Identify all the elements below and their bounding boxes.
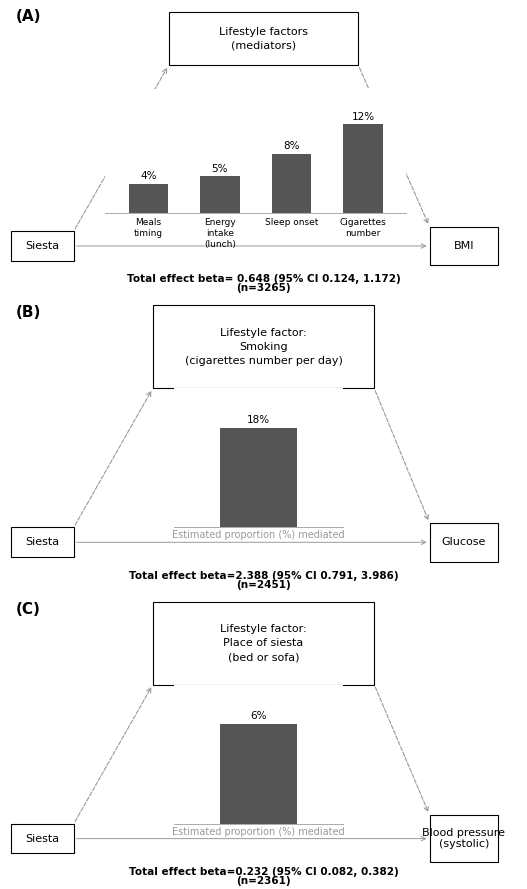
Bar [272, 154, 311, 213]
FancyBboxPatch shape [430, 523, 498, 562]
Text: (n=3265): (n=3265) [236, 284, 291, 293]
Text: 5%: 5% [211, 164, 228, 173]
Text: Lifestyle factor:
Smoking
(cigarettes number per day): Lifestyle factor: Smoking (cigarettes nu… [184, 328, 343, 365]
Text: 4%: 4% [140, 171, 157, 181]
Text: 18%: 18% [247, 415, 270, 425]
FancyBboxPatch shape [11, 824, 74, 853]
Text: Siesta: Siesta [25, 537, 59, 548]
Text: (n=2451): (n=2451) [236, 580, 291, 589]
Bar [200, 176, 239, 213]
FancyBboxPatch shape [430, 227, 498, 265]
Text: Glucose: Glucose [442, 537, 486, 548]
Text: Siesta: Siesta [25, 834, 59, 844]
Bar [220, 428, 297, 527]
FancyBboxPatch shape [430, 815, 498, 862]
Text: (B): (B) [16, 305, 41, 320]
Text: Siesta: Siesta [25, 241, 59, 251]
FancyBboxPatch shape [11, 527, 74, 557]
Text: BMI: BMI [454, 241, 474, 251]
FancyBboxPatch shape [153, 305, 374, 388]
Text: Total effect beta=2.388 (95% CI 0.791, 3.986): Total effect beta=2.388 (95% CI 0.791, 3… [129, 571, 398, 581]
Text: 12%: 12% [352, 112, 375, 122]
X-axis label: Estimated proportion (%) mediated: Estimated proportion (%) mediated [172, 530, 345, 541]
Text: 6%: 6% [250, 711, 267, 721]
Bar [343, 124, 383, 213]
Text: Lifestyle factor:
Place of siesta
(bed or sofa): Lifestyle factor: Place of siesta (bed o… [220, 624, 307, 662]
X-axis label: Estimated proportion (%) mediated: Estimated proportion (%) mediated [172, 827, 345, 837]
Text: (C): (C) [16, 602, 41, 617]
FancyBboxPatch shape [153, 602, 374, 685]
Text: Estimated proportion (%) mediated: Estimated proportion (%) mediated [171, 102, 356, 113]
Text: Lifestyle factors
(mediators): Lifestyle factors (mediators) [219, 27, 308, 51]
Text: (A): (A) [16, 9, 41, 24]
Text: Total effect beta=0.232 (95% CI 0.082, 0.382): Total effect beta=0.232 (95% CI 0.082, 0… [129, 867, 398, 877]
FancyBboxPatch shape [169, 12, 358, 65]
Text: Total effect beta= 0.648 (95% CI 0.124, 1.172): Total effect beta= 0.648 (95% CI 0.124, … [126, 275, 401, 284]
FancyBboxPatch shape [11, 231, 74, 260]
Bar [220, 725, 297, 824]
Text: Blood pressure
(systolic): Blood pressure (systolic) [422, 828, 505, 849]
Text: (n=2361): (n=2361) [236, 876, 291, 886]
Bar [129, 184, 168, 213]
Text: 8%: 8% [283, 141, 300, 151]
